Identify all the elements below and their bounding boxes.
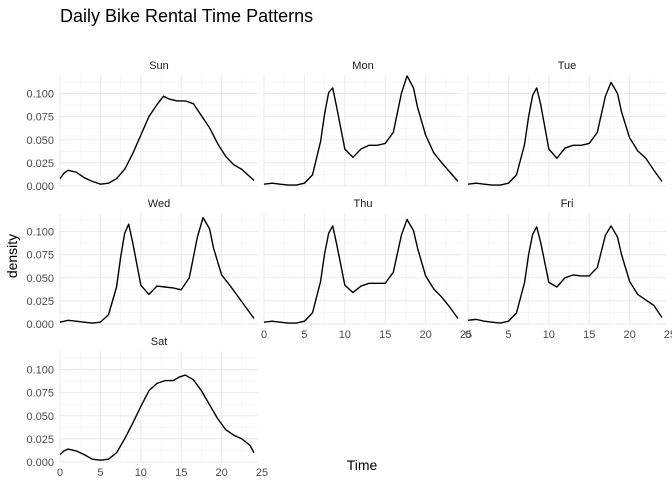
density-line-fri [467,225,663,324]
x-tick-label: 20 [216,467,228,479]
y-tick-label: 0.000 [26,457,54,469]
y-tick-label: 0.075 [26,112,54,124]
facet-strip-label: Tue [558,60,577,72]
x-tick-label: 0 [57,467,63,479]
x-tick-label: 10 [135,467,147,479]
density-line-tue [467,81,663,186]
y-tick-label: 0.075 [26,250,54,262]
x-tick-label: 0 [465,329,471,341]
x-tick-label: 5 [301,329,307,341]
density-line-mon [263,75,459,186]
facet-strip-label: Sat [151,336,168,348]
y-tick-label: 0.025 [26,158,54,170]
x-tick-label: 15 [379,329,391,341]
density-line-sat [59,374,255,461]
facet-strip-label: Sun [149,60,169,72]
facet-strip-label: Thu [354,198,373,210]
y-tick-label: 0.000 [26,319,54,331]
density-line-sun [59,95,255,185]
facet-panel-fri: Fri [467,198,666,325]
facet-strip-label: Wed [148,198,170,210]
y-tick-label: 0.100 [26,227,54,239]
facet-panel-thu: Thu [263,198,462,325]
y-tick-label: 0.075 [26,388,54,400]
chart-title: Daily Bike Rental Time Patterns [60,6,313,26]
y-tick-label: 0.050 [26,273,54,285]
facet-panel-mon: Mon [263,60,462,187]
y-tick-label: 0.000 [26,181,54,193]
x-tick-label: 10 [543,329,555,341]
x-tick-label: 20 [420,329,432,341]
x-tick-label: 25 [460,329,472,341]
y-tick-label: 0.025 [26,434,54,446]
facet-panel-sat: Sat [59,336,258,463]
facet-panel-sun: Sun [59,60,258,187]
x-tick-label: 15 [175,467,187,479]
facet-strip-label: Fri [561,198,574,210]
y-tick-label: 0.050 [26,135,54,147]
facet-panel-wed: Wed [59,198,258,325]
axis-ticks: 0.000 0.025 0.050 0.075 0.100 0.000 0.025 0.050… [26,89,672,480]
x-tick-label: 25 [664,329,672,341]
y-tick-label: 0.025 [26,296,54,308]
x-tick-label: 25 [256,467,268,479]
facet-panels: Sun Mon Tue Wed Thu Fri Sat [59,60,666,463]
density-line-wed [59,216,255,324]
facet-strip-label: Mon [352,60,373,72]
x-tick-label: 0 [261,329,267,341]
x-axis-title: Time [347,457,378,473]
y-tick-label: 0.100 [26,365,54,377]
x-tick-label: 5 [97,467,103,479]
x-tick-label: 15 [583,329,595,341]
y-tick-label: 0.100 [26,89,54,101]
density-line-thu [263,218,459,324]
facet-panel-tue: Tue [467,60,666,187]
x-tick-label: 5 [505,329,511,341]
y-tick-label: 0.050 [26,411,54,423]
y-axis-title: density [4,234,20,278]
x-tick-label: 20 [624,329,636,341]
x-tick-label: 10 [339,329,351,341]
